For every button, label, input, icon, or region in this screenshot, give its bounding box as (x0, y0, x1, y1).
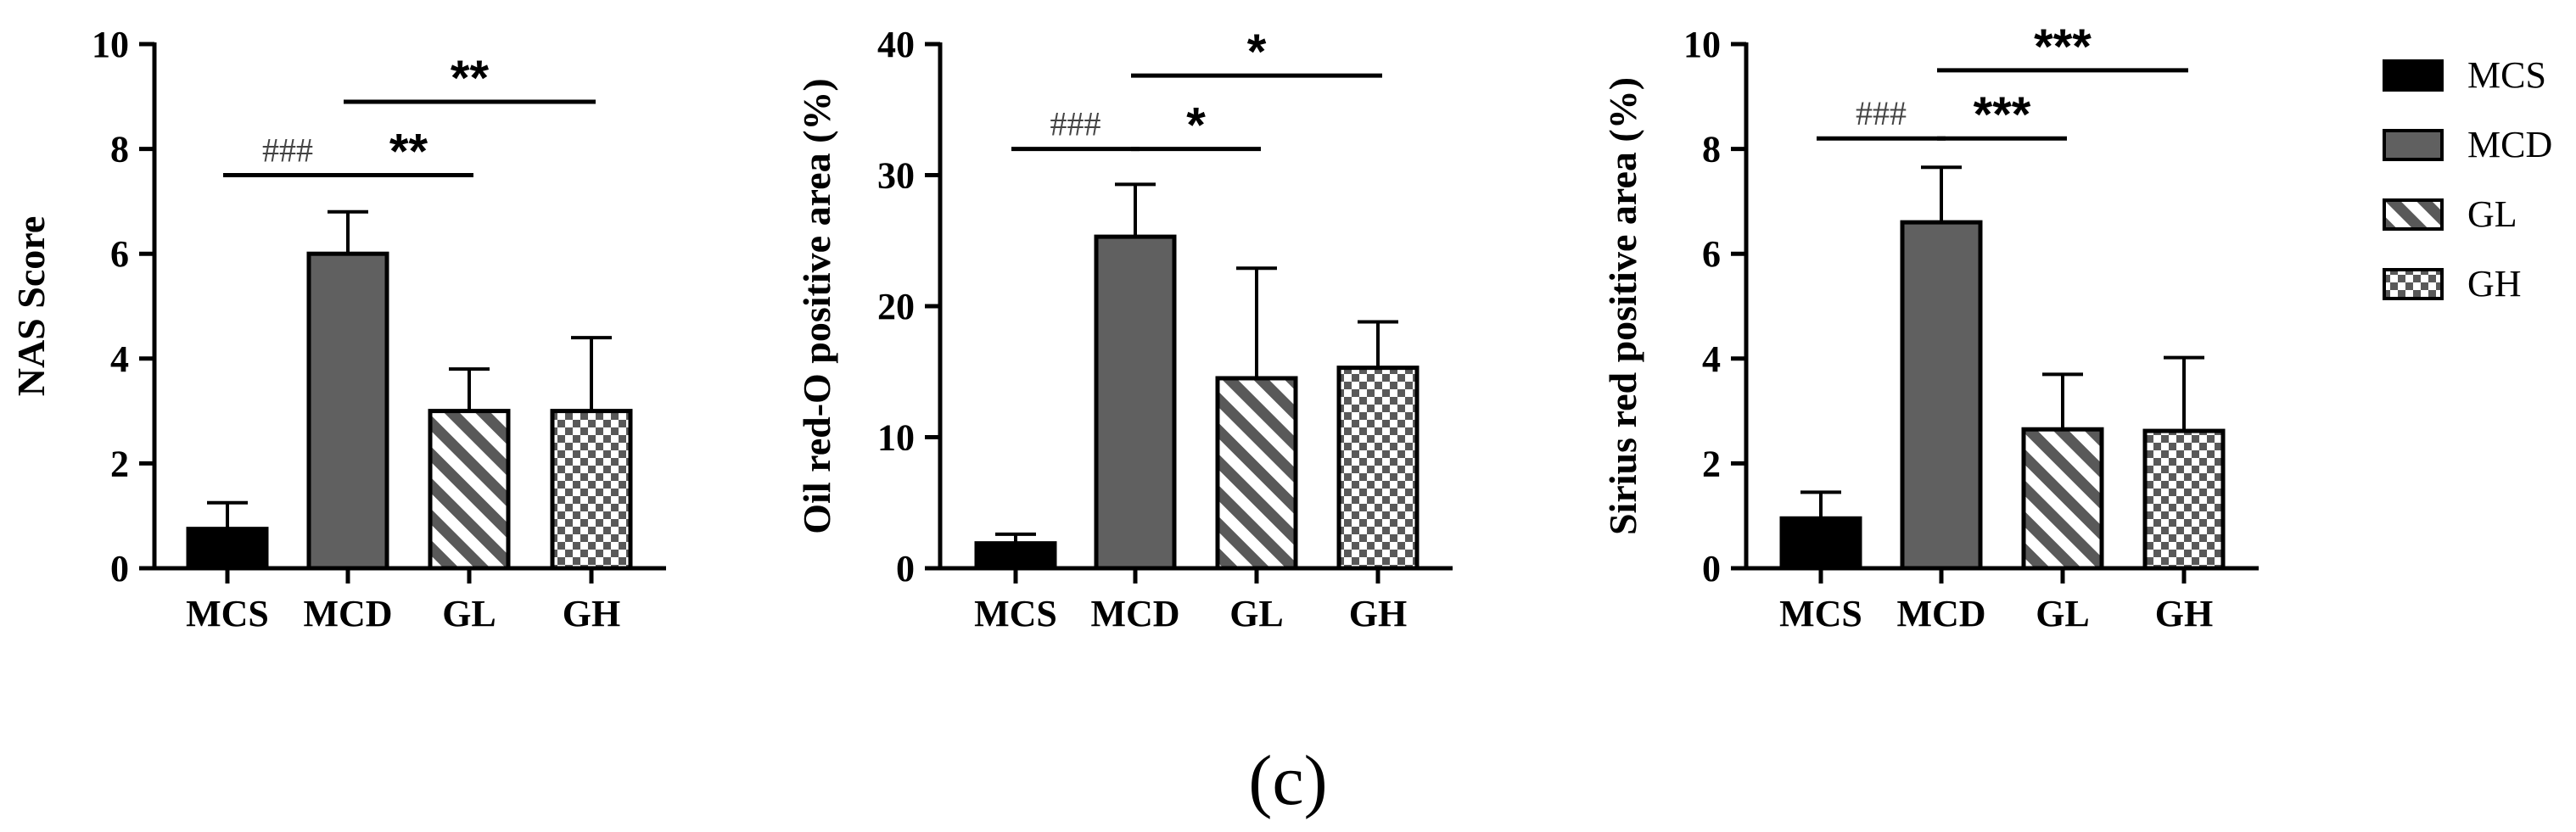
chart-1: 0 2 4 6 8 10 MCS MCD GL GH NAS Score ### ** ** (9, 24, 666, 634)
y-tick-label: 10 (1683, 24, 1721, 65)
x-tick-label: MCS (1779, 593, 1862, 634)
bar-mcd (1094, 234, 1177, 571)
legend-label: GL (2467, 193, 2517, 235)
legend-item-gh: GH (2383, 263, 2522, 304)
x-tick-label: MCS (186, 593, 269, 634)
x-tick-label: MCD (303, 593, 392, 634)
y-tick-label: 8 (110, 129, 129, 170)
significance-label: ### (262, 131, 313, 170)
significance-label: ### (1856, 94, 1907, 132)
legend-label: MCS (2467, 54, 2546, 96)
y-tick-label: 4 (110, 338, 129, 380)
bar-mcs (974, 541, 1057, 571)
bar-mcd (1900, 220, 1983, 571)
y-tick-label: 40 (877, 24, 915, 65)
y-tick-label: 0 (1702, 548, 1721, 589)
legend-label: GH (2467, 263, 2522, 304)
x-tick-label: GH (2155, 593, 2213, 634)
x-tick-label: MCS (974, 593, 1057, 634)
bar-gh (550, 409, 633, 571)
x-tick-label: GH (563, 593, 620, 634)
chart-2: 0 10 20 30 40 MCS MCD GL GH Oil red-O positive ar… (795, 24, 1453, 634)
y-tick-label: 6 (1702, 233, 1721, 275)
y-tick-label: 6 (110, 233, 129, 275)
y-axis-title: Sirius red positive area (%) (1601, 77, 1644, 535)
x-tick-label: MCD (1896, 593, 1985, 634)
chart-3: 0 2 4 6 8 10 MCS MCD GL GH Sirius red positive are… (1601, 20, 2259, 634)
bar-mcs (186, 527, 269, 571)
legend: MCS MCD GL GH (2383, 54, 2552, 304)
significance-label: ** (389, 125, 428, 180)
legend-item-gl: GL (2383, 193, 2517, 235)
x-tick-label: MCD (1090, 593, 1179, 634)
legend-item-mcd: MCD (2383, 124, 2552, 165)
x-tick-label: GL (442, 593, 496, 634)
x-tick-label: GL (1229, 593, 1284, 634)
bar-gl (2021, 427, 2104, 571)
bar-mcd (306, 251, 389, 571)
significance-label: ** (451, 51, 490, 106)
y-tick-label: 0 (896, 548, 915, 589)
significance-label: * (1247, 25, 1267, 80)
y-axis-title: NAS Score (9, 216, 53, 397)
legend-swatch (2383, 129, 2444, 161)
y-axis-title: Oil red-O positive area (%) (795, 78, 838, 533)
legend-swatch (2383, 268, 2444, 300)
y-tick-label: 10 (877, 417, 915, 459)
bar-gh (2142, 428, 2226, 571)
legend-label: MCD (2467, 124, 2552, 165)
y-tick-label: 30 (877, 155, 915, 197)
significance-label: *** (2034, 20, 2092, 75)
legend-swatch (2383, 198, 2444, 231)
x-tick-label: GL (2036, 593, 2090, 634)
legend-item-mcs: MCS (2383, 54, 2546, 96)
x-tick-label: GH (1349, 593, 1407, 634)
bar-gh (1336, 366, 1420, 571)
bar-gl (428, 409, 511, 571)
legend-swatch (2383, 59, 2444, 92)
significance-label: ### (1050, 105, 1101, 143)
y-tick-label: 10 (92, 24, 129, 65)
y-tick-label: 4 (1702, 338, 1721, 380)
y-tick-label: 8 (1702, 129, 1721, 170)
significance-label: * (1186, 98, 1206, 154)
bar-gl (1215, 376, 1298, 571)
panel-label: (c) (1248, 741, 1327, 820)
significance-label: *** (1974, 87, 2031, 142)
y-tick-label: 0 (110, 548, 129, 589)
y-tick-label: 2 (1702, 443, 1721, 484)
bar-mcs (1779, 516, 1862, 571)
y-tick-label: 2 (110, 443, 129, 484)
y-tick-label: 20 (877, 286, 915, 327)
